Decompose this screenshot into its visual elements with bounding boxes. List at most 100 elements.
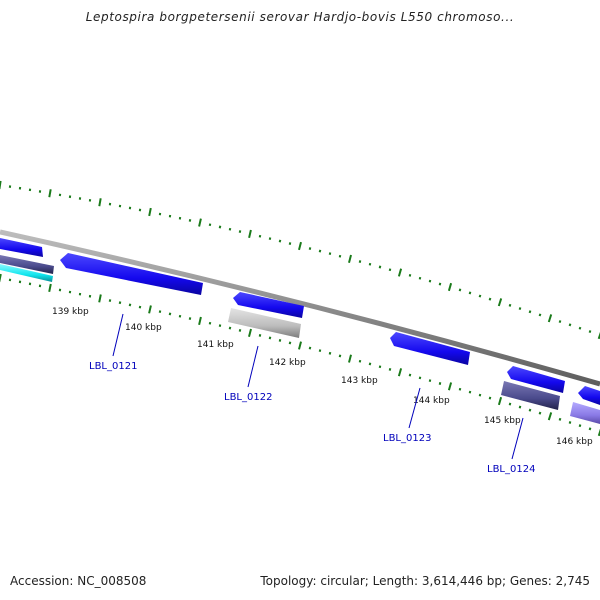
- major-tick: [597, 428, 600, 437]
- gene-block[interactable]: [501, 381, 560, 410]
- gene-leader-line: [247, 345, 259, 388]
- major-tick: [298, 241, 302, 251]
- chromosome-backbone: [0, 229, 600, 387]
- gene-label[interactable]: LBL_0124: [487, 464, 535, 475]
- major-tick: [497, 298, 503, 307]
- gene-arrow[interactable]: [578, 386, 600, 405]
- minor-tick: [158, 310, 162, 314]
- major-tick: [447, 382, 453, 391]
- map-title: Leptospira borgpetersenii serovar Hardjo…: [85, 10, 515, 24]
- gene-leader-line: [511, 417, 524, 460]
- scale-tick-label: 144 kbp: [413, 396, 450, 406]
- minor-tick: [328, 351, 332, 355]
- minor-tick: [588, 330, 592, 334]
- minor-tick: [308, 247, 312, 250]
- minor-tick: [568, 421, 572, 424]
- major-tick: [348, 254, 352, 264]
- gene-arrow[interactable]: [60, 253, 203, 295]
- major-tick: [547, 314, 553, 323]
- minor-tick: [218, 225, 222, 229]
- scale-tick-label: 139 kbp: [52, 307, 89, 317]
- outer-tick-arc: [0, 180, 600, 340]
- minor-tick: [128, 303, 132, 307]
- major-tick: [397, 368, 403, 377]
- scale-labels: 139 kbp 140 kbp 141 kbp 142 kbp 143 kbp …: [52, 307, 593, 447]
- minor-tick: [188, 317, 192, 320]
- minor-tick: [238, 329, 242, 332]
- gene-arrow[interactable]: [233, 292, 304, 318]
- minor-tick: [318, 249, 322, 253]
- scale-tick-label: 146 kbp: [556, 437, 593, 447]
- minor-tick: [238, 230, 242, 233]
- minor-tick: [508, 303, 512, 307]
- major-tick: [148, 207, 152, 217]
- minor-tick: [568, 323, 572, 327]
- major-tick: [497, 396, 503, 406]
- minor-tick: [458, 288, 462, 292]
- minor-tick: [258, 234, 262, 238]
- major-tick: [547, 412, 553, 421]
- minor-tick: [588, 427, 592, 431]
- gene-block[interactable]: [570, 402, 600, 424]
- minor-tick: [308, 346, 312, 350]
- major-tick: [48, 283, 52, 293]
- gene-labels: LBL_0121 LBL_0122 LBL_0123 LBL_0124: [89, 361, 535, 475]
- minor-tick: [488, 297, 492, 301]
- minor-tick: [228, 326, 232, 330]
- minor-tick: [428, 379, 432, 383]
- minor-tick: [528, 408, 532, 412]
- major-tick: [298, 341, 302, 350]
- gene-label[interactable]: LBL_0122: [224, 392, 272, 403]
- gene-arrow[interactable]: [0, 238, 43, 257]
- minor-tick: [188, 218, 192, 222]
- minor-tick: [168, 312, 172, 316]
- gene-label[interactable]: LBL_0123: [383, 433, 431, 444]
- minor-tick: [488, 396, 492, 400]
- minor-tick: [118, 301, 122, 305]
- gene-block[interactable]: [228, 308, 301, 338]
- minor-tick: [208, 321, 212, 325]
- minor-tick: [288, 341, 292, 345]
- minor-tick: [338, 354, 342, 358]
- major-tick: [248, 328, 252, 338]
- major-tick: [447, 282, 453, 292]
- minor-tick: [368, 262, 372, 266]
- minor-tick: [138, 305, 142, 309]
- gene-leaders: [112, 313, 524, 460]
- scale-tick-label: 145 kbp: [484, 416, 521, 426]
- minor-tick: [218, 324, 222, 328]
- minor-tick: [288, 242, 292, 245]
- minor-tick: [508, 402, 512, 406]
- minor-tick: [278, 338, 282, 342]
- minor-tick: [258, 333, 262, 337]
- minor-tick: [408, 273, 412, 277]
- major-tick: [98, 198, 102, 207]
- minor-tick: [478, 393, 482, 397]
- minor-tick: [358, 260, 362, 263]
- minor-tick: [388, 368, 392, 371]
- gene-label[interactable]: LBL_0121: [89, 361, 137, 372]
- minor-tick: [518, 307, 522, 311]
- gene-block[interactable]: [0, 264, 53, 282]
- major-tick: [248, 229, 252, 239]
- minor-tick: [408, 373, 412, 377]
- gene-arrow[interactable]: [390, 332, 470, 365]
- minor-tick: [528, 310, 532, 314]
- gene-track-forward: [0, 238, 600, 405]
- gene-block[interactable]: [0, 255, 54, 274]
- gene-arrow[interactable]: [507, 366, 565, 393]
- major-tick: [0, 273, 2, 283]
- gene-track-reverse: [0, 255, 600, 424]
- major-tick: [597, 331, 600, 340]
- minor-tick: [278, 239, 282, 243]
- major-tick: [348, 354, 352, 363]
- major-tick: [198, 218, 202, 227]
- minor-tick: [438, 282, 442, 286]
- gene-leader-line: [408, 387, 421, 429]
- scale-tick-label: 143 kbp: [341, 376, 378, 386]
- minor-tick: [318, 349, 322, 353]
- minor-tick: [228, 227, 232, 231]
- minor-tick: [208, 223, 212, 227]
- minor-tick: [368, 362, 372, 366]
